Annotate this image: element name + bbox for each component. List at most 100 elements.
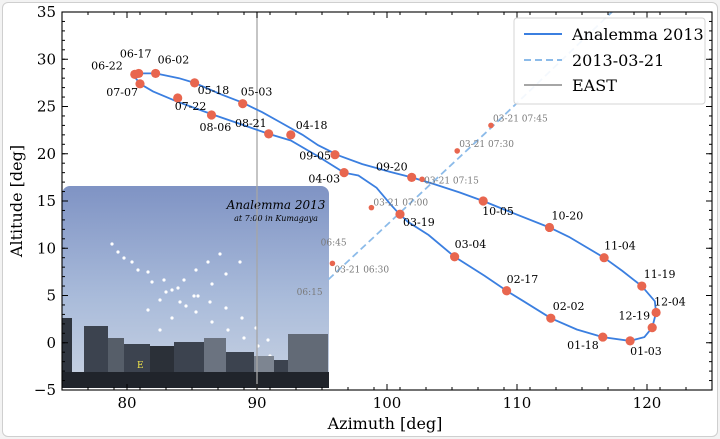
analemma-point-label: 01-18: [567, 339, 599, 352]
inset-sun-dot: [116, 250, 120, 254]
analemma-point-label: 08-21: [235, 117, 267, 130]
y-tick-label: 0: [46, 334, 56, 352]
day-point: [419, 176, 425, 183]
inset-sun-dot: [146, 308, 150, 312]
analemma-point-label: 07-07: [106, 86, 138, 99]
y-axis-title: Altitude [deg]: [7, 145, 26, 258]
analemma-point-label: 06-02: [158, 53, 190, 66]
inset-sun-dot: [266, 338, 270, 342]
analemma-point-label: 02-02: [553, 300, 585, 313]
inset-sun-dot: [210, 282, 214, 286]
inset-sun-dot: [164, 290, 168, 294]
inset-sun-dot: [218, 252, 222, 256]
inset-sun-dot: [208, 300, 212, 304]
analemma-point: [286, 130, 296, 140]
x-tick-label: 100: [373, 394, 402, 412]
inset-sun-dot: [170, 288, 174, 292]
legend: Analemma 2013 2013-03-21 EAST: [513, 17, 706, 105]
analemma-point-label: 11-19: [644, 268, 676, 281]
y-tick-label: 35: [37, 3, 56, 21]
inset-sun-dot: [170, 316, 174, 320]
analemma-point-label: 07-22: [175, 100, 207, 113]
x-tick-label: 80: [117, 394, 136, 412]
analemma-point-label: 02-17: [507, 273, 539, 286]
analemma-point-label: 04-03: [308, 173, 340, 186]
analemma-point-label: 03-04: [455, 238, 487, 251]
inset-sun-dot: [192, 294, 196, 298]
inset-sun-dot: [224, 306, 228, 310]
analemma-point: [478, 196, 488, 206]
inset-sun-dot: [130, 260, 134, 264]
day-point-label: 03-21 07:45: [493, 114, 548, 124]
y-tick-label: 10: [37, 239, 56, 257]
analemma-point-label: 09-05: [299, 150, 331, 163]
analemma-point: [151, 68, 161, 79]
x-tick-label: 120: [633, 394, 662, 412]
inset-sun-dot: [224, 272, 228, 276]
legend-label-east: EAST: [572, 76, 617, 95]
inset-sun-dot: [206, 260, 210, 264]
day-point-label: 06:45: [321, 238, 347, 248]
analemma-point: [450, 252, 460, 262]
analemma-point: [502, 286, 512, 296]
inset-sun-dot: [176, 286, 180, 290]
inset-sun-dot: [238, 260, 242, 264]
analemma-point-label: 05-03: [241, 86, 273, 99]
analemma-point-label: 01-03: [630, 345, 662, 358]
analemma-point-label: 10-05: [482, 205, 514, 218]
analemma-point: [135, 79, 145, 89]
day-point: [488, 122, 494, 129]
analemma-point: [546, 313, 556, 323]
x-tick-label: 90: [247, 394, 266, 412]
inset-east-marker: E: [137, 361, 144, 371]
analemma-point-label: 03-19: [403, 216, 435, 229]
plot-area: 06:15 03-21 06:30 06:45 03-21 07:00 03-21 07…: [91, 12, 686, 390]
y-tick-label: −5: [34, 381, 56, 399]
x-axis-title: Azimuth [deg]: [327, 414, 443, 433]
analemma-point: [599, 253, 609, 263]
y-tick-label: 15: [37, 192, 56, 210]
analemma-point: [598, 332, 608, 342]
inset-sun-dot: [110, 242, 114, 246]
day-point: [329, 260, 336, 267]
y-tick-label: 20: [37, 145, 56, 163]
analemma-point-label: 04-18: [296, 119, 328, 132]
analemma-point: [238, 99, 248, 109]
analemma-point: [544, 222, 555, 233]
analemma-point: [637, 281, 647, 291]
analemma-point-label: 12-04: [654, 296, 686, 309]
y-tick-label: 25: [37, 98, 56, 116]
inset-sun-dot: [184, 304, 188, 308]
analemma-point-label: 11-04: [604, 240, 636, 253]
day-point-label: 03-21 07:30: [459, 140, 514, 150]
analemma-point: [625, 336, 635, 346]
analemma-point: [407, 172, 417, 182]
y-tick-label: 30: [37, 50, 56, 68]
axis-ticks: 80 90 100 110 120 −5 0 5 10 15 20 25 30 35: [34, 3, 713, 412]
inset-sun-dot: [178, 300, 182, 304]
day-point: [454, 148, 461, 154]
inset-title: Analemma 2013: [226, 198, 326, 212]
inset-subtitle: at 7:00 in Kumagaya: [234, 214, 318, 223]
inset-sun-dot: [158, 298, 162, 302]
inset-sun-dot: [150, 280, 154, 284]
analemma-point-label: 09-20: [376, 160, 408, 173]
x-tick-label: 110: [503, 394, 532, 412]
analemma-point-label: 12-19: [618, 310, 650, 323]
analemma-point-label: 10-20: [552, 209, 584, 222]
legend-label-day: 2013-03-21: [572, 51, 664, 70]
inset-sun-dot: [146, 270, 150, 274]
inset-sun-dot: [240, 316, 244, 320]
analemma-point: [339, 168, 349, 178]
day-points: 06:15 03-21 06:30 06:45 03-21 07:00 03-21 07…: [297, 114, 548, 298]
analemma-point: [190, 78, 200, 88]
day-point-label: 03-21 06:30: [334, 265, 389, 275]
inset-sun-dot: [242, 336, 246, 340]
analemma-point: [206, 110, 217, 120]
analemma-point: [173, 93, 183, 103]
inset-buildings: [62, 318, 329, 388]
analemma-curve: [132, 72, 658, 342]
inset-sun-dot: [196, 294, 200, 298]
